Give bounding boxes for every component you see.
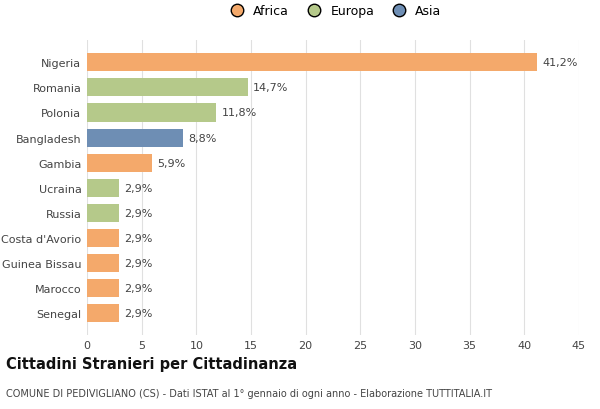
Text: COMUNE DI PEDIVIGLIANO (CS) - Dati ISTAT al 1° gennaio di ogni anno - Elaborazio: COMUNE DI PEDIVIGLIANO (CS) - Dati ISTAT…	[6, 389, 492, 398]
Bar	[87, 104, 216, 122]
Bar	[87, 79, 248, 97]
Text: 2,9%: 2,9%	[124, 308, 152, 318]
Text: 2,9%: 2,9%	[124, 258, 152, 268]
Text: 2,9%: 2,9%	[124, 183, 152, 193]
Bar	[87, 304, 119, 322]
Text: 2,9%: 2,9%	[124, 283, 152, 293]
Text: 2,9%: 2,9%	[124, 208, 152, 218]
Text: 14,7%: 14,7%	[253, 83, 289, 93]
Bar	[87, 254, 119, 272]
Bar	[87, 204, 119, 222]
Bar	[87, 279, 119, 297]
Bar	[87, 54, 538, 72]
Text: 41,2%: 41,2%	[543, 58, 578, 68]
Bar	[87, 129, 183, 147]
Bar	[87, 154, 152, 172]
Text: 11,8%: 11,8%	[221, 108, 257, 118]
Legend: Africa, Europa, Asia: Africa, Europa, Asia	[220, 0, 446, 23]
Text: 5,9%: 5,9%	[157, 158, 185, 168]
Text: Cittadini Stranieri per Cittadinanza: Cittadini Stranieri per Cittadinanza	[6, 356, 297, 371]
Text: 8,8%: 8,8%	[188, 133, 217, 143]
Bar	[87, 179, 119, 197]
Bar	[87, 229, 119, 247]
Text: 2,9%: 2,9%	[124, 233, 152, 243]
